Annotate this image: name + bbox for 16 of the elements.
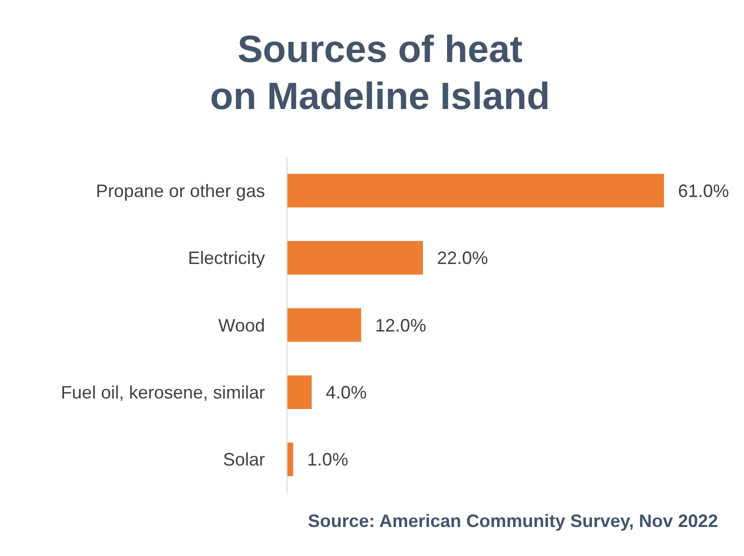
bar: [287, 308, 362, 342]
bar: [287, 241, 423, 275]
bar: [287, 375, 312, 409]
y-tick-label: Solar: [222, 450, 265, 470]
data-label: 1.0%: [307, 450, 348, 470]
y-tick-label: Electricity: [188, 248, 265, 268]
source-note: Source: American Community Survey, Nov 2022: [308, 511, 718, 531]
y-tick-label: Fuel oil, kerosene, similar: [60, 382, 265, 402]
chart-title: Sources of heat on Madeline Island: [210, 29, 550, 118]
data-label: 12.0%: [375, 315, 426, 336]
data-label: 61.0%: [678, 180, 730, 201]
bar: [287, 174, 664, 208]
y-tick-label: Wood: [218, 315, 265, 336]
y-tick-label: Propane or other gas: [96, 180, 265, 201]
data-label: 4.0%: [326, 382, 367, 402]
data-label: 22.0%: [436, 248, 488, 268]
